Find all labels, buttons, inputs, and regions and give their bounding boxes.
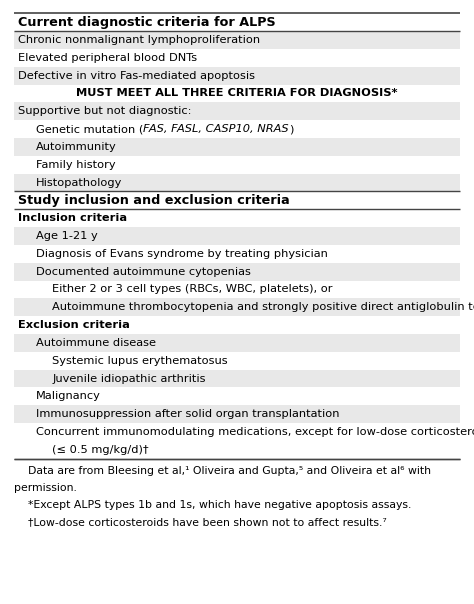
- Bar: [14, 138, 460, 156]
- Bar: [14, 49, 460, 66]
- Text: †Low-dose corticosteroids have been shown not to affect results.⁷: †Low-dose corticosteroids have been show…: [14, 516, 387, 527]
- Text: Inclusion criteria: Inclusion criteria: [18, 213, 127, 223]
- Text: *Except ALPS types 1b and 1s, which have negative apoptosis assays.: *Except ALPS types 1b and 1s, which have…: [14, 500, 411, 510]
- Text: (≤ 0.5 mg/kg/d)†: (≤ 0.5 mg/kg/d)†: [52, 445, 149, 455]
- Text: Either 2 or 3 cell types (RBCs, WBC, platelets), or: Either 2 or 3 cell types (RBCs, WBC, pla…: [52, 284, 333, 295]
- Text: Autoimmunity: Autoimmunity: [36, 142, 117, 152]
- Text: Histopathology: Histopathology: [36, 178, 122, 188]
- Text: Malignancy: Malignancy: [36, 391, 101, 402]
- Text: Chronic nonmalignant lymphoproliferation: Chronic nonmalignant lymphoproliferation: [18, 35, 260, 45]
- Bar: [14, 441, 460, 458]
- Bar: [14, 387, 460, 405]
- Text: Data are from Bleesing et al,¹ Oliveira and Gupta,⁵ and Oliveira et al⁶ with: Data are from Bleesing et al,¹ Oliveira …: [14, 466, 431, 476]
- Bar: [14, 191, 460, 209]
- Bar: [14, 245, 460, 263]
- Text: Exclusion criteria: Exclusion criteria: [18, 320, 130, 330]
- Text: Elevated peripheral blood DNTs: Elevated peripheral blood DNTs: [18, 53, 197, 63]
- Bar: [14, 209, 460, 227]
- Bar: [14, 334, 460, 352]
- Bar: [14, 66, 460, 85]
- Bar: [14, 31, 460, 49]
- Bar: [14, 102, 460, 120]
- Bar: [14, 352, 460, 370]
- Bar: [14, 13, 460, 31]
- Bar: [14, 120, 460, 138]
- Text: Genetic mutation (: Genetic mutation (: [36, 124, 144, 134]
- Bar: [14, 423, 460, 441]
- Bar: [14, 173, 460, 191]
- Bar: [14, 280, 460, 298]
- Text: Autoimmune disease: Autoimmune disease: [36, 338, 156, 348]
- Bar: [14, 370, 460, 387]
- Text: Defective in vitro Fas-mediated apoptosis: Defective in vitro Fas-mediated apoptosi…: [18, 71, 255, 81]
- Text: ): ): [289, 124, 293, 134]
- Text: Diagnosis of Evans syndrome by treating physician: Diagnosis of Evans syndrome by treating …: [36, 249, 328, 259]
- Text: Systemic lupus erythematosus: Systemic lupus erythematosus: [52, 356, 228, 366]
- Bar: [14, 316, 460, 334]
- Text: Current diagnostic criteria for ALPS: Current diagnostic criteria for ALPS: [18, 16, 276, 29]
- Text: Study inclusion and exclusion criteria: Study inclusion and exclusion criteria: [18, 194, 290, 207]
- Text: permission.: permission.: [14, 483, 77, 493]
- Text: FAS, FASL, CASP10, NRAS: FAS, FASL, CASP10, NRAS: [144, 124, 289, 134]
- Bar: [14, 156, 460, 173]
- Bar: [14, 263, 460, 280]
- Bar: [14, 227, 460, 245]
- Bar: [14, 298, 460, 316]
- Text: Concurrent immunomodulating medications, except for low-dose corticosteroids: Concurrent immunomodulating medications,…: [36, 427, 474, 437]
- Text: Juvenile idiopathic arthritis: Juvenile idiopathic arthritis: [52, 373, 206, 384]
- Text: Family history: Family history: [36, 159, 116, 170]
- Text: MUST MEET ALL THREE CRITERIA FOR DIAGNOSIS*: MUST MEET ALL THREE CRITERIA FOR DIAGNOS…: [76, 88, 398, 98]
- Text: Autoimmune thrombocytopenia and strongly positive direct antiglobulin test: Autoimmune thrombocytopenia and strongly…: [52, 302, 474, 312]
- Text: Immunosuppression after solid organ transplantation: Immunosuppression after solid organ tran…: [36, 409, 339, 419]
- Bar: [14, 405, 460, 423]
- Text: Documented autoimmune cytopenias: Documented autoimmune cytopenias: [36, 266, 251, 277]
- Text: Supportive but not diagnostic:: Supportive but not diagnostic:: [18, 106, 191, 117]
- Bar: [14, 85, 460, 102]
- Text: Age 1-21 y: Age 1-21 y: [36, 231, 98, 241]
